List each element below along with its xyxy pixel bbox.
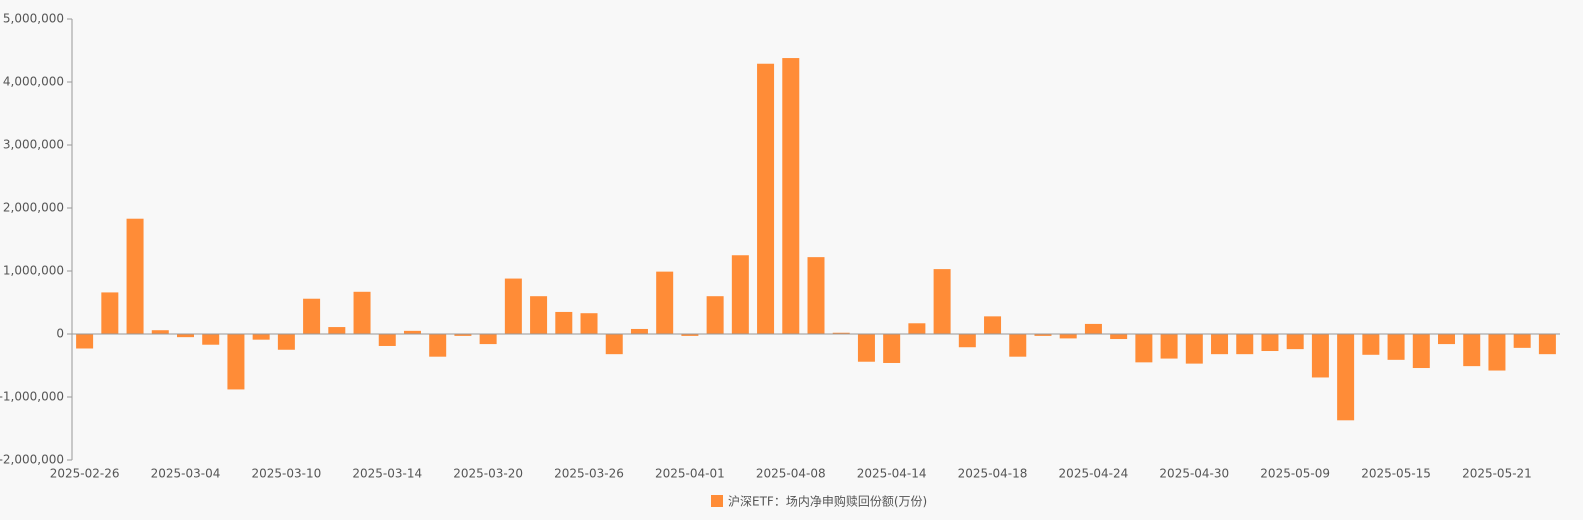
bar [530,296,548,334]
x-tick-label: 2025-03-26 [554,467,624,481]
x-tick-label: 2025-04-24 [1059,467,1129,481]
bar [227,334,245,390]
bar [1084,323,1102,334]
bar [1110,334,1128,340]
bar [1135,334,1153,363]
x-tick-label: 2025-05-09 [1260,467,1330,481]
bar [252,334,270,340]
x-tick-label: 2025-03-04 [151,467,221,481]
y-tick-label: 0 [56,327,64,341]
bar [1463,334,1481,367]
bar [1059,334,1077,339]
x-tick-label: 2025-04-01 [655,467,725,481]
bar [454,334,472,336]
bar [832,332,850,334]
bar [580,313,598,334]
legend-label: 沪深ETF：场内净申购赎回份额(万份) [728,494,927,509]
bar [378,334,396,346]
x-tick-label: 2025-04-18 [958,467,1028,481]
bar [1488,334,1506,371]
y-tick-label: 5,000,000 [3,12,64,26]
bar [1034,334,1052,336]
bar [656,271,674,334]
x-tick-label: 2025-04-30 [1159,467,1229,481]
bar [555,311,573,334]
bar [1412,334,1430,369]
y-tick-label: 2,000,000 [3,201,64,215]
x-tick-label: 2025-03-14 [352,467,422,481]
bar [1362,334,1380,355]
bar [1261,334,1279,352]
bar [1236,334,1254,355]
x-tick-label: 2025-03-10 [251,467,321,481]
bar [933,269,951,334]
bar [706,296,724,334]
bar [757,63,775,334]
bar [1311,334,1329,378]
bar [1185,334,1203,364]
bar [479,334,497,345]
bar [303,298,321,334]
bar [630,328,648,334]
bar [328,327,346,334]
bar [1538,334,1556,355]
bar [731,255,749,334]
x-tick-label: 2025-04-08 [756,467,826,481]
y-tick-label: 1,000,000 [3,264,64,278]
bar [1513,334,1531,348]
legend-swatch [711,495,723,507]
bar [883,334,901,363]
bar [1211,334,1229,355]
x-tick-label: 2025-02-26 [50,467,120,481]
bar [984,316,1002,334]
bar [101,292,119,334]
y-tick-label: -1,000,000 [0,390,64,404]
bar [126,218,144,334]
bar [176,334,194,338]
bar [681,334,699,336]
x-tick-label: 2025-05-15 [1361,467,1431,481]
bar [1286,334,1304,350]
y-tick-label: 4,000,000 [3,75,64,89]
x-tick-label: 2025-05-21 [1462,467,1532,481]
x-tick-label: 2025-03-20 [453,467,523,481]
y-tick-label: 3,000,000 [3,138,64,152]
bar [1009,334,1027,357]
x-tick-label: 2025-04-14 [857,467,927,481]
bar [605,334,623,355]
bar [857,334,875,362]
bar [1160,334,1178,359]
bar [782,58,800,335]
bar [958,334,976,348]
bar [353,291,371,334]
bar [277,334,295,350]
bar [504,278,522,334]
bar [151,330,169,334]
bar [403,330,421,334]
y-tick-label: -2,000,000 [0,453,64,467]
bar [1438,334,1456,345]
bar [1387,334,1405,360]
bar [908,323,926,334]
bar [807,257,825,334]
bar [76,334,94,349]
bar [1337,334,1355,421]
bar [429,334,447,357]
bar [202,334,220,345]
